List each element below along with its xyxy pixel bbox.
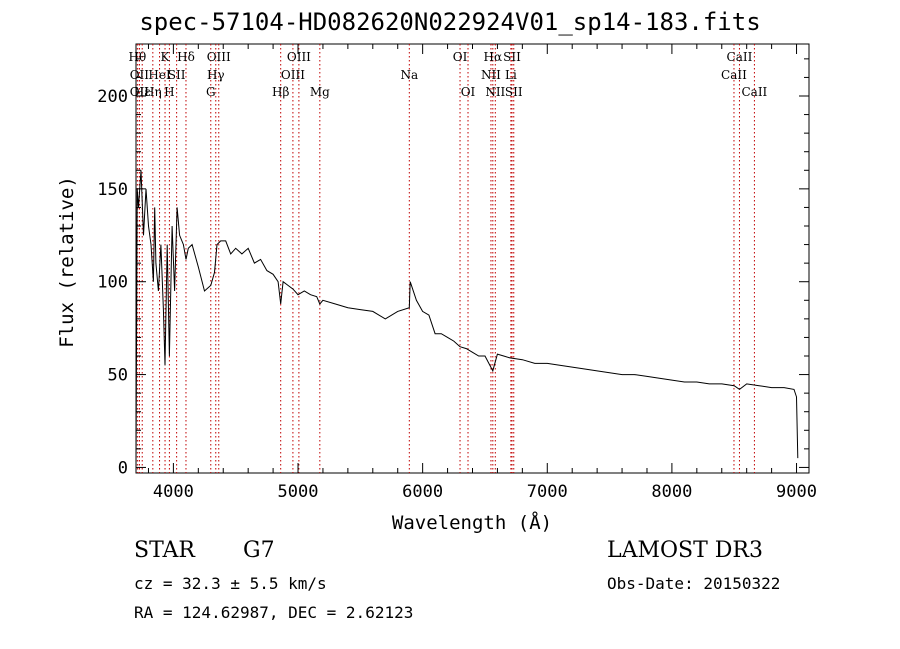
line-label: OI: [453, 50, 468, 64]
y-axis-label: Flux (relative): [56, 176, 78, 348]
emission-line-markers: [136, 44, 755, 473]
chart-title: spec-57104-HD082620N022924V01_sp14-183.f…: [139, 8, 761, 36]
spectrum-line: [135, 170, 799, 468]
x-tick-label: 4000: [153, 482, 194, 502]
line-label: CaII: [721, 68, 747, 82]
line-label: NII: [485, 85, 505, 99]
x-tick-label: 7000: [527, 482, 568, 502]
line-label: CaII: [727, 50, 753, 64]
line-label: H: [164, 85, 174, 99]
object-type: STAR: [134, 538, 195, 563]
x-tick-label: 5000: [278, 482, 319, 502]
line-label: HeI: [148, 68, 171, 82]
line-label: OIII: [281, 68, 305, 82]
redshift-cz: cz = 32.3 ± 5.5 km/s: [134, 574, 327, 593]
y-tick-label: 150: [97, 180, 128, 200]
line-label: Hη: [144, 85, 162, 99]
survey-name: LAMOST DR3: [607, 538, 763, 563]
y-tick-label: 100: [97, 273, 128, 293]
line-label: Hβ: [272, 85, 289, 99]
tick-labels: 4000 5000 6000 7000 8000 9000 0 50 100 150 200: [97, 87, 817, 502]
observation-date: Obs-Date: 20150322: [607, 574, 781, 593]
line-label: Na: [400, 68, 418, 82]
line-label: K: [161, 50, 171, 64]
coordinates: RA = 124.62987, DEC = 2.62123: [134, 603, 414, 622]
line-label: OII: [130, 85, 150, 99]
line-label: OI: [461, 85, 476, 99]
line-label: Hγ: [207, 68, 225, 82]
line-label: SII: [168, 68, 186, 82]
line-label: CaII: [741, 85, 767, 99]
line-label: SII: [505, 85, 523, 99]
line-label: Hα: [484, 50, 503, 64]
line-label: NII: [481, 68, 501, 82]
x-axis-label: Wavelength (Å): [392, 511, 552, 534]
y-tick-label: 50: [108, 366, 128, 386]
spectral-class: G7: [243, 538, 275, 563]
x-tick-label: 8000: [651, 482, 692, 502]
line-label: OII: [130, 68, 150, 82]
line-label: Li: [505, 68, 517, 82]
line-label: Mg: [310, 85, 330, 99]
x-tick-label: 6000: [402, 482, 443, 502]
line-label: G: [206, 85, 216, 99]
line-label: Hδ: [177, 50, 195, 64]
line-label: SII: [503, 50, 521, 64]
y-tick-label: 0: [118, 458, 128, 478]
line-label: Hθ: [129, 50, 147, 64]
axis-ticks: [136, 44, 809, 473]
plot-frame: [135, 43, 810, 474]
emission-line-labels: HθOIIOIIHεHηHeIKHSIIHδGHγOIIIHβOIIIOIIIM…: [129, 50, 768, 99]
line-label: OIII: [207, 50, 231, 64]
line-label: OIII: [287, 50, 311, 64]
line-label: Hε: [134, 85, 151, 99]
x-tick-label: 9000: [776, 482, 817, 502]
y-tick-label: 200: [97, 87, 128, 107]
